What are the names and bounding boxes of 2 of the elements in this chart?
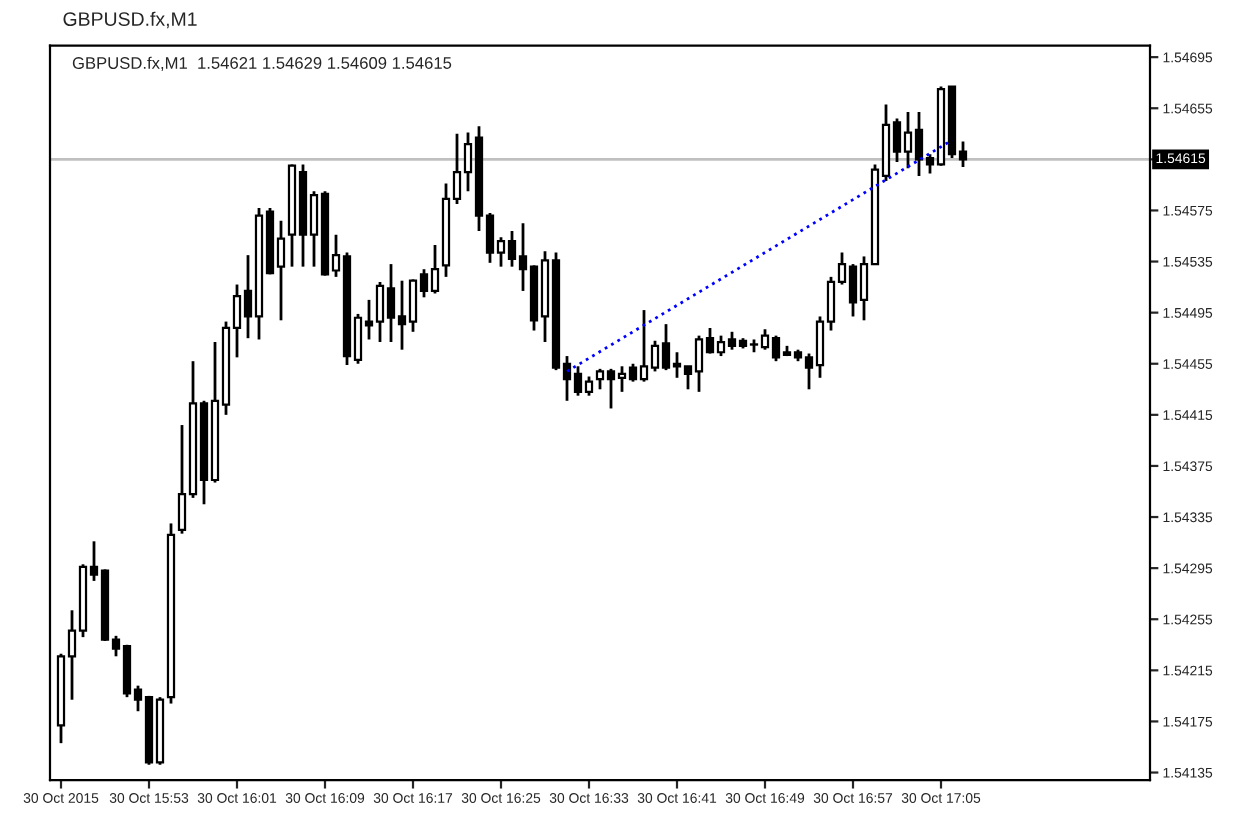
text: GBPUSD.fx,M1 1.54621 1.54629 1.54609 1.54615 <box>72 56 452 71</box>
chart-title: GBPUSD.fx,M1 <box>63 11 197 29</box>
